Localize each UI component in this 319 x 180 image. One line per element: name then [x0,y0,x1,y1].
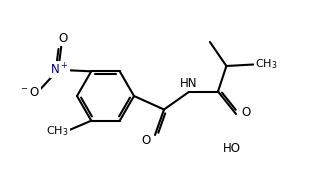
Text: CH$_3$: CH$_3$ [46,124,69,138]
Text: HN: HN [180,77,197,90]
Text: N$^+$: N$^+$ [50,62,69,77]
Text: CH$_3$: CH$_3$ [255,58,277,71]
Text: O: O [242,106,251,119]
Text: $^-$O: $^-$O [19,86,40,99]
Text: HO: HO [222,142,241,155]
Text: O: O [141,134,151,147]
Text: O: O [58,32,67,45]
